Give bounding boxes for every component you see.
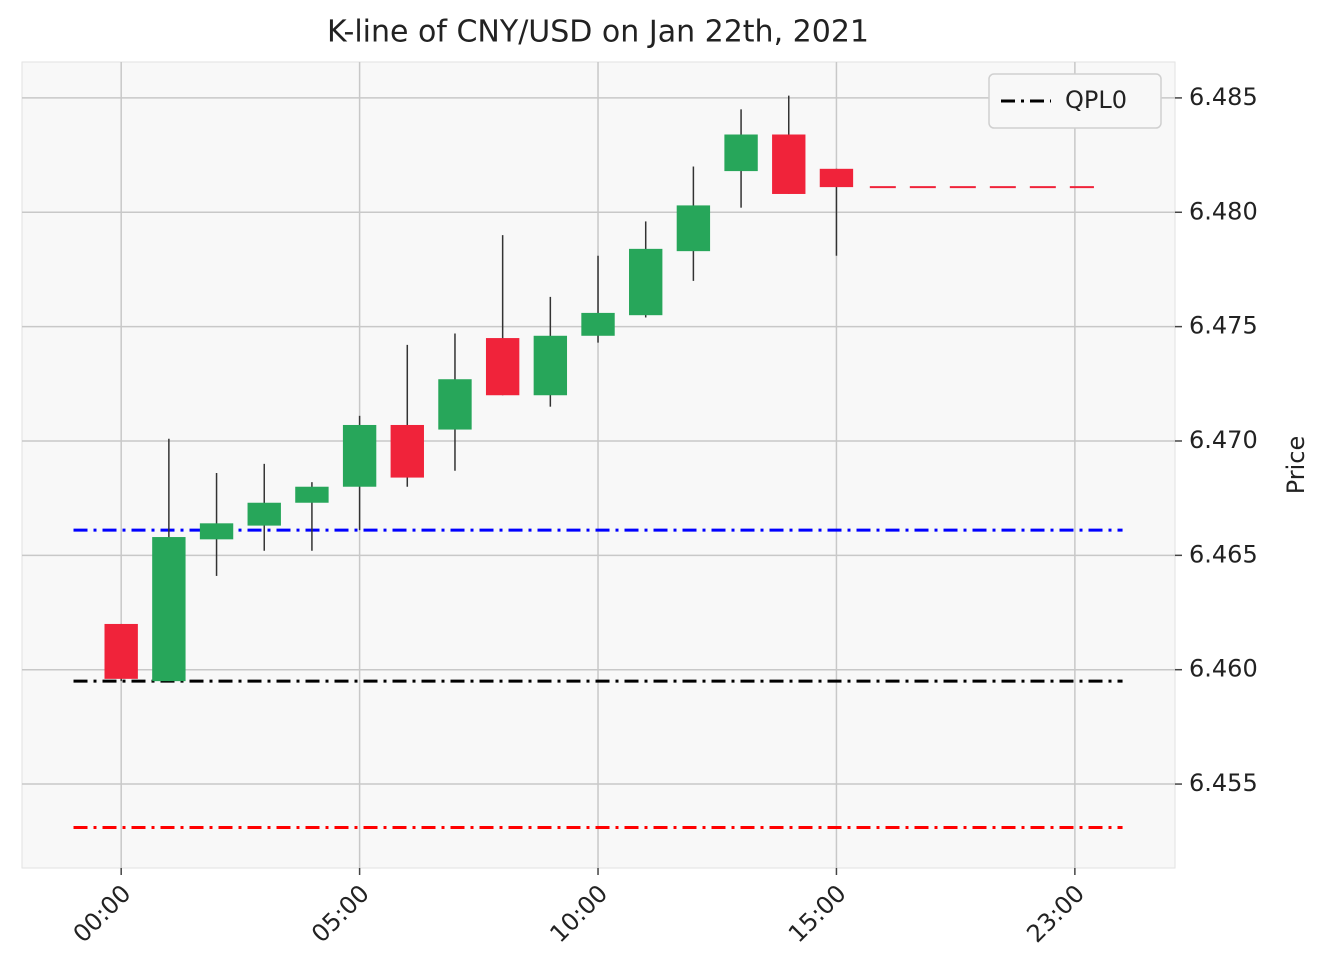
x-tick-label: 15:00 [783, 879, 852, 948]
candle-body [342, 424, 377, 487]
candle-body [247, 502, 281, 526]
candle-body [485, 338, 520, 396]
legend-label: QPL0 [1065, 86, 1127, 114]
candle-body [199, 523, 234, 540]
y-tick-label: 6.460 [1189, 655, 1258, 683]
y-tick-label: 6.485 [1189, 83, 1258, 111]
candle-body [390, 424, 424, 478]
y-tick-label: 6.455 [1189, 769, 1258, 797]
x-tick-label: 10:00 [545, 879, 614, 948]
x-tick-label: 05:00 [306, 879, 375, 948]
candle-body [152, 537, 186, 682]
chart-title: K-line of CNY/USD on Jan 22th, 2021 [327, 15, 869, 50]
candle-body [295, 486, 329, 503]
y-tick-label: 6.480 [1189, 197, 1258, 225]
candle-body [676, 205, 711, 252]
candle-body [104, 623, 138, 679]
candle-body [438, 379, 472, 430]
candle-body [819, 168, 854, 188]
y-tick-label: 6.465 [1189, 540, 1258, 568]
candle-body [724, 134, 758, 172]
candle-body [533, 335, 568, 396]
x-tick-label: 00:00 [68, 879, 137, 948]
y-tick-label: 6.470 [1189, 426, 1258, 454]
y-tick-label: 6.475 [1189, 312, 1258, 340]
candle-body [629, 248, 663, 316]
candle-body [581, 312, 615, 336]
x-tick-label: 23:00 [1021, 879, 1090, 948]
y-axis-label: Price [1282, 436, 1310, 495]
legend-box [988, 73, 1162, 129]
candle-body [772, 134, 806, 194]
